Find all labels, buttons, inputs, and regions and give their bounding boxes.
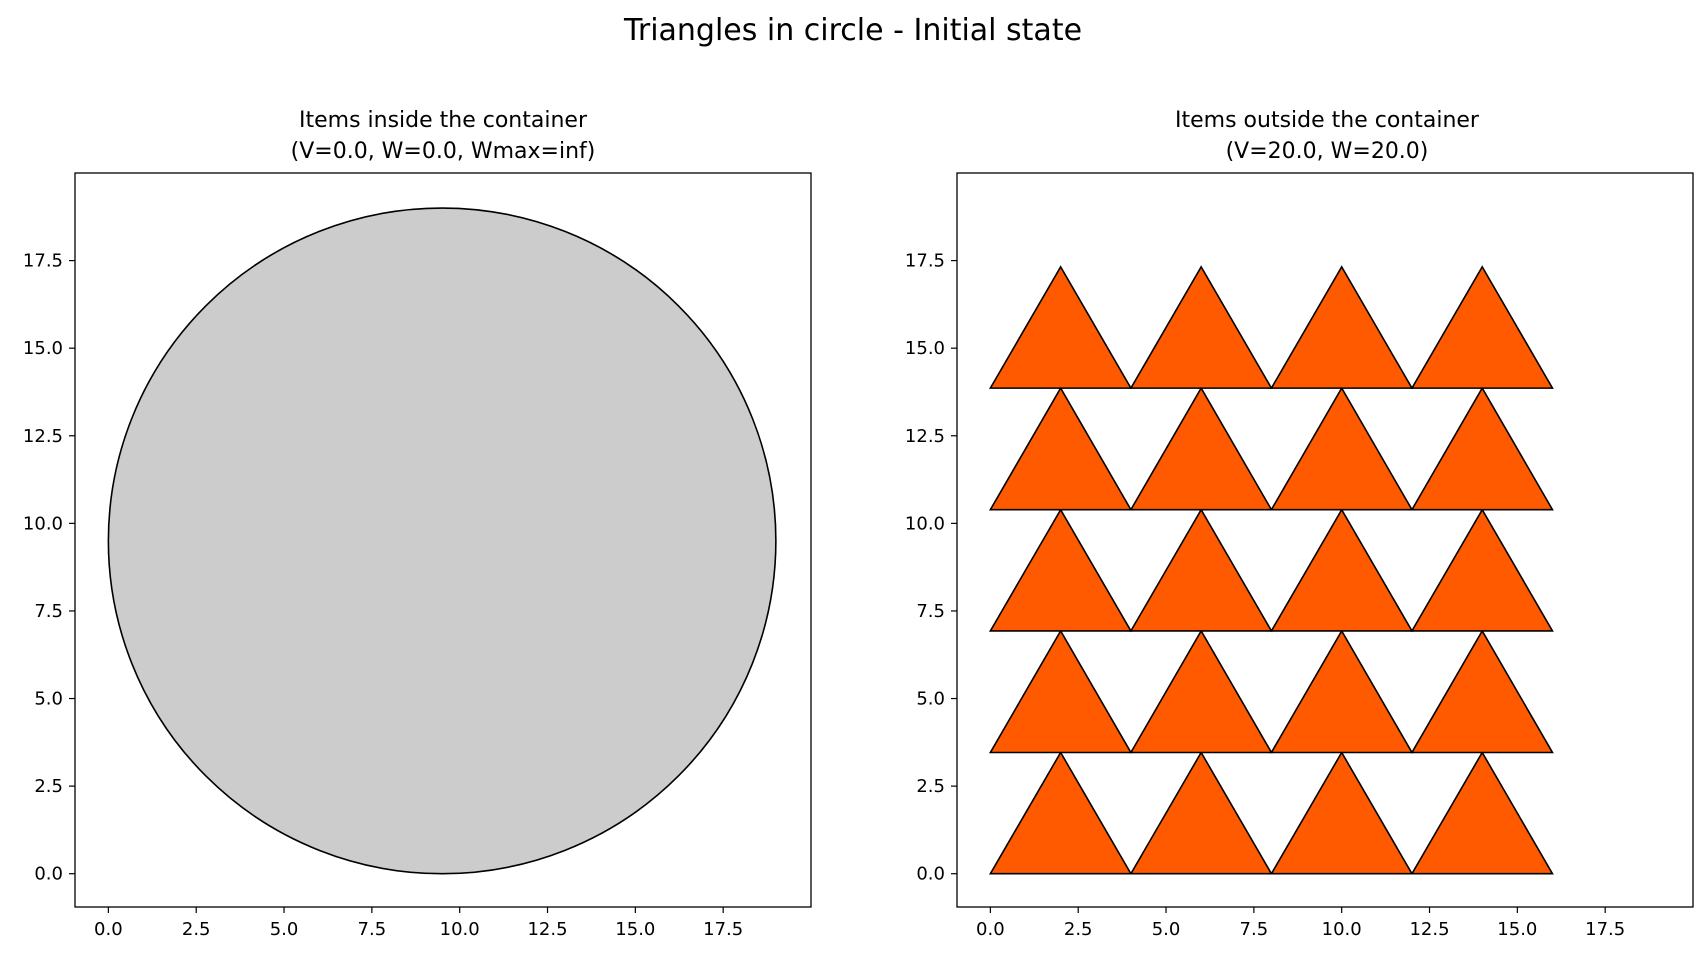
y-tick-label: 0.0 bbox=[34, 864, 63, 885]
y-tick-label: 7.5 bbox=[916, 601, 945, 622]
x-tick-label: 17.5 bbox=[1585, 919, 1625, 940]
subplot-outside-y-axis: 0.0 2.5 5.0 7.5 10.0 12.5 15.0 17.5 bbox=[905, 251, 957, 885]
subplot-outside-marks bbox=[988, 265, 1554, 875]
subplot-inside-marks bbox=[107, 207, 777, 875]
y-tick-label: 10.0 bbox=[23, 513, 63, 534]
triangle-item-10 bbox=[1270, 508, 1414, 632]
subplot-inside: Items inside the container (V=0.0, W=0.0… bbox=[23, 108, 812, 940]
triangle-item-18 bbox=[1270, 265, 1414, 389]
x-tick-label: 10.0 bbox=[1322, 919, 1362, 940]
triangle-item-16 bbox=[988, 265, 1133, 389]
x-tick-label: 5.0 bbox=[270, 919, 299, 940]
y-tick-label: 15.0 bbox=[905, 338, 945, 359]
x-tick-label: 12.5 bbox=[527, 919, 567, 940]
triangle-item-5 bbox=[1129, 629, 1273, 754]
y-tick-label: 10.0 bbox=[905, 513, 945, 534]
subplot-outside-subtitle: (V=20.0, W=20.0) bbox=[1226, 139, 1429, 164]
triangle-item-15 bbox=[1410, 386, 1554, 511]
y-tick-label: 15.0 bbox=[23, 338, 63, 359]
x-tick-label: 15.0 bbox=[615, 919, 655, 940]
triangle-item-0 bbox=[988, 750, 1133, 875]
x-tick-label: 2.5 bbox=[182, 919, 211, 940]
x-tick-label: 10.0 bbox=[440, 919, 480, 940]
triangle-item-3 bbox=[1410, 750, 1554, 875]
triangle-item-6 bbox=[1270, 629, 1414, 754]
x-tick-label: 5.0 bbox=[1152, 919, 1181, 940]
x-tick-label: 12.5 bbox=[1409, 919, 1449, 940]
subplot-inside-title: Items inside the container bbox=[299, 108, 588, 133]
x-tick-label: 0.0 bbox=[94, 919, 123, 940]
triangle-item-19 bbox=[1410, 265, 1554, 389]
triangle-item-8 bbox=[988, 508, 1133, 632]
subplot-inside-frame bbox=[74, 172, 812, 908]
triangle-item-14 bbox=[1270, 386, 1414, 511]
x-tick-label: 2.5 bbox=[1064, 919, 1093, 940]
container-circle bbox=[107, 207, 777, 875]
y-tick-label: 5.0 bbox=[916, 689, 945, 710]
y-tick-label: 17.5 bbox=[905, 251, 945, 272]
subplot-inside-x-axis: 0.0 2.5 5.0 7.5 10.0 12.5 15.0 17.5 bbox=[94, 907, 743, 940]
y-tick-label: 12.5 bbox=[23, 426, 63, 447]
y-tick-label: 5.0 bbox=[34, 689, 63, 710]
subplot-outside-frame bbox=[956, 172, 1694, 908]
triangle-item-11 bbox=[1410, 508, 1554, 632]
figure-title: Triangles in circle - Initial state bbox=[623, 13, 1082, 48]
subplot-outside-title: Items outside the container bbox=[1175, 108, 1480, 133]
y-tick-label: 17.5 bbox=[23, 251, 63, 272]
y-tick-label: 2.5 bbox=[34, 776, 63, 797]
x-tick-label: 17.5 bbox=[703, 919, 743, 940]
subplot-inside-subtitle: (V=0.0, W=0.0, Wmax=inf) bbox=[291, 139, 596, 164]
y-tick-label: 7.5 bbox=[34, 601, 63, 622]
x-tick-label: 7.5 bbox=[1240, 919, 1269, 940]
y-tick-label: 2.5 bbox=[916, 776, 945, 797]
triangle-item-2 bbox=[1270, 750, 1414, 875]
triangle-item-1 bbox=[1129, 750, 1273, 875]
subplot-outside: Items outside the container (V=20.0, W=2… bbox=[905, 108, 1694, 940]
triangle-item-4 bbox=[988, 629, 1133, 754]
x-tick-label: 0.0 bbox=[976, 919, 1005, 940]
y-tick-label: 0.0 bbox=[916, 864, 945, 885]
triangle-item-12 bbox=[988, 386, 1133, 511]
triangle-item-13 bbox=[1129, 386, 1273, 511]
triangle-item-17 bbox=[1129, 265, 1273, 389]
x-tick-label: 15.0 bbox=[1497, 919, 1537, 940]
x-tick-label: 7.5 bbox=[358, 919, 387, 940]
subplot-inside-y-axis: 0.0 2.5 5.0 7.5 10.0 12.5 15.0 17.5 bbox=[23, 251, 75, 885]
y-tick-label: 12.5 bbox=[905, 426, 945, 447]
triangle-item-7 bbox=[1410, 629, 1554, 754]
triangle-item-9 bbox=[1129, 508, 1273, 632]
subplot-outside-x-axis: 0.0 2.5 5.0 7.5 10.0 12.5 15.0 17.5 bbox=[976, 907, 1625, 940]
